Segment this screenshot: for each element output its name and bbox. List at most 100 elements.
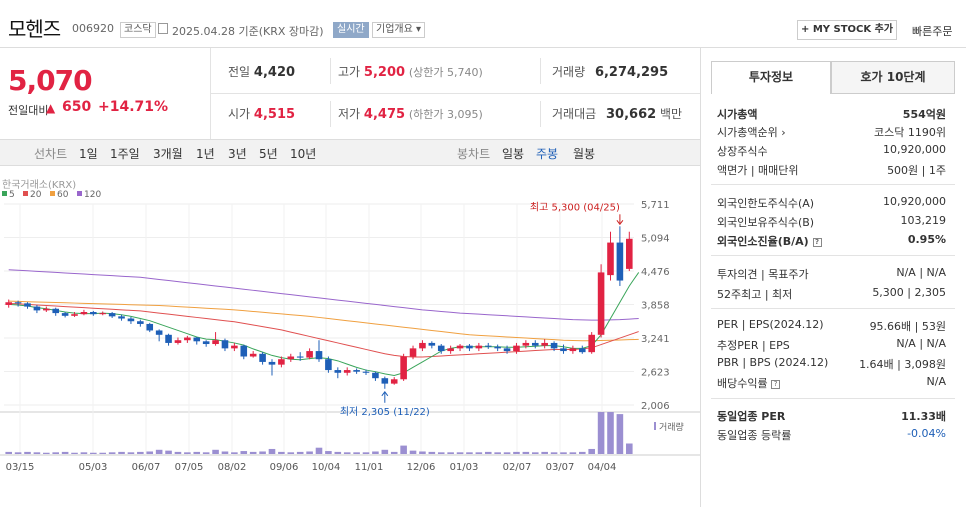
candle-chart-label[interactable]: 봉차트 <box>457 147 491 161</box>
divider <box>210 93 700 94</box>
legend-label-20: 20 <box>30 190 42 200</box>
high-annotation: 최고 5,300 (04/25) <box>530 201 620 213</box>
opinion-value: N/A | N/A <box>896 266 946 279</box>
est-per-value: N/A | N/A <box>896 337 946 350</box>
volume-bar <box>588 448 595 454</box>
candle-body <box>597 272 605 335</box>
period-1w[interactable]: 1주일 <box>110 147 140 161</box>
candle-body <box>24 303 31 307</box>
legend-label-120: 120 <box>84 190 101 200</box>
candle-body <box>306 351 313 358</box>
moving-average-ma5 <box>8 272 640 376</box>
candle-body <box>52 308 60 314</box>
change-value: 650 <box>62 99 92 115</box>
x-tick-label: 09/06 <box>270 462 299 473</box>
volume-bar <box>334 451 342 454</box>
volume-bar <box>437 452 445 454</box>
y-tick-label: 2,006 <box>641 401 670 412</box>
period-3y[interactable]: 3년 <box>228 147 247 161</box>
candle-body <box>456 345 464 349</box>
candle-body <box>626 238 633 269</box>
candle-body <box>550 342 558 349</box>
volume-bar <box>14 452 22 454</box>
x-tick-label: 10/04 <box>312 462 341 473</box>
candle-body <box>578 348 586 353</box>
add-mystock-button[interactable]: + MY STOCK 추가 <box>797 20 897 40</box>
x-tick-label: 06/07 <box>132 462 161 473</box>
volume-bar <box>108 452 116 454</box>
volume-bar <box>5 451 12 454</box>
trade-amount: 거래대금 30,662 백만 <box>552 107 683 122</box>
date-basis: 2025.04.28 기준(KRX 장마감) <box>172 25 324 38</box>
w52-label: 52주최고 | 최저 <box>717 288 793 301</box>
candle-body <box>607 242 614 276</box>
candle-body <box>616 242 624 281</box>
divider <box>711 398 955 399</box>
quick-order-button[interactable]: 빠른주문 <box>912 25 953 38</box>
candle-body <box>334 370 342 373</box>
candle-body <box>90 312 97 315</box>
volume-bar <box>466 452 473 454</box>
par-value: 500원 | 1주 <box>887 164 946 177</box>
volume-bar <box>616 414 624 454</box>
low-annotation: 최저 2,305 (11/22) <box>340 406 430 418</box>
moving-average-ma60 <box>8 300 639 342</box>
candle-body <box>259 353 266 362</box>
volume-bar <box>137 451 144 454</box>
pbr-label: PBR | BPS (2024.12) <box>717 356 829 369</box>
help-icon[interactable]: ? <box>812 237 822 247</box>
line-chart-label[interactable]: 선차트 <box>34 147 68 161</box>
volume-bar <box>155 449 163 454</box>
volume-bar <box>390 451 398 454</box>
panel-divider <box>700 48 701 507</box>
candle-body <box>437 345 445 352</box>
realtime-badge[interactable]: 실시간 <box>333 22 369 38</box>
candle-body <box>362 371 370 373</box>
candle-body <box>278 359 285 365</box>
divider <box>210 48 211 140</box>
sector-per-label[interactable]: 동일업종 PER <box>717 410 786 423</box>
candle-body <box>5 302 12 305</box>
y-tick-label: 3,858 <box>641 301 670 312</box>
volume-bar <box>560 452 567 454</box>
volume-bar <box>43 452 50 454</box>
tab-orderbook[interactable]: 호가 10단계 <box>831 61 955 94</box>
foreign-limit-label: 외국인한도주식수(A) <box>717 197 815 210</box>
volume-bar <box>71 452 78 454</box>
divider <box>711 184 955 185</box>
candle-daily[interactable]: 일봉 <box>502 147 525 161</box>
candle-body <box>231 345 238 349</box>
volume-bar <box>268 448 276 454</box>
volume-bar <box>541 451 548 454</box>
candle-body <box>569 348 577 352</box>
candle-weekly[interactable]: 주봉 <box>536 147 559 161</box>
period-5y[interactable]: 5년 <box>259 147 278 161</box>
candle-body <box>522 342 530 346</box>
company-overview-dropdown[interactable]: 기업개요 ▾ <box>372 22 425 38</box>
period-3m[interactable]: 3개월 <box>153 147 183 161</box>
help-icon[interactable]: ? <box>771 379 781 389</box>
chart-source: 한국거래소(KRX) <box>2 179 76 191</box>
x-tick-label: 03/07 <box>546 462 575 473</box>
volume-bar <box>607 412 614 454</box>
legend-swatch-5 <box>2 191 7 196</box>
weekly-candle-chart[interactable]: 한국거래소(KRX) 5 20 60 120 거래량 5,711 5,094 4,476 3… <box>0 172 700 507</box>
legend-swatch-120 <box>77 191 82 196</box>
candle-body <box>71 314 78 316</box>
mktcap-rank-label[interactable]: 시가총액순위 › <box>717 126 786 139</box>
period-1d[interactable]: 1일 <box>79 147 98 161</box>
candle-monthly[interactable]: 월봉 <box>573 147 596 161</box>
candle-body <box>249 353 257 357</box>
volume-bar <box>494 452 501 454</box>
volume-bar <box>484 451 492 454</box>
mktcap-label: 시가총액 <box>717 108 758 121</box>
volume-bar <box>325 451 332 454</box>
sector-rate-label[interactable]: 동일업종 등락률 <box>717 429 792 442</box>
divider <box>711 308 955 309</box>
period-10y[interactable]: 10년 <box>290 147 317 161</box>
volume-bar <box>400 445 407 454</box>
tab-invest-info[interactable]: 투자정보 <box>711 61 831 94</box>
candle-body <box>503 348 511 352</box>
candle-body <box>419 342 426 349</box>
period-1y[interactable]: 1년 <box>196 147 215 161</box>
